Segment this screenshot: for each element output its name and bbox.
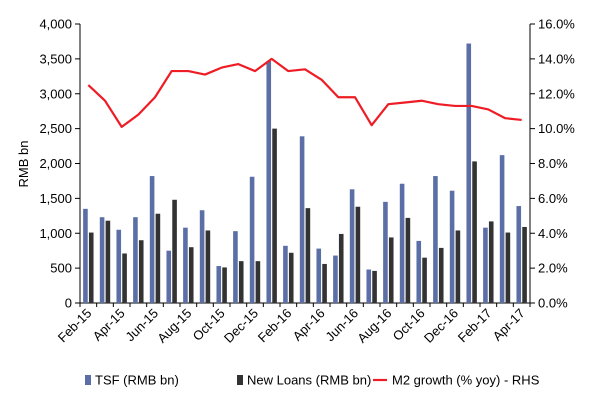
y-tick-label-right: 6.0% [538,191,568,206]
legend-label-tsf: TSF (RMB bn) [95,373,179,388]
y-tick-label-right: 0.0% [538,296,568,311]
y-tick-label-left: 4,000 [39,17,72,32]
bar-tsf [399,183,405,303]
y-tick-label-right: 14.0% [538,51,575,66]
bar-new-loans [205,230,211,303]
bar-tsf [166,250,172,303]
bar-tsf [516,206,522,303]
x-tick-label: Dec-15 [221,306,261,346]
bar-new-loans [122,253,127,303]
y-tick-label-right: 8.0% [538,156,568,171]
legend-swatch-new-loans [237,375,243,385]
bar-new-loans [405,217,411,303]
y-tick-label-right: 2.0% [538,261,568,276]
axes-layer [79,24,531,304]
y-tick-label-left: 1,500 [39,191,72,206]
bar-tsf [116,229,122,303]
x-tick-label: Feb-17 [455,306,495,346]
bar-new-loans [88,232,94,303]
x-tick-label: Oct-15 [190,306,228,344]
bar-new-loans [488,221,494,303]
bar-tsf [299,136,305,303]
bar-new-loans [422,257,427,303]
bar-new-loans [438,247,444,303]
bar-new-loans [238,261,244,303]
bar-tsf [316,248,322,303]
bar-tsf [149,176,155,303]
x-tick-label: Apr-17 [490,306,528,344]
series-line-m2 [87,57,522,128]
bar-new-loans [155,213,161,303]
y-tick-label-left: 2,500 [39,121,72,136]
x-tick-label: Aug-15 [154,306,194,346]
y-tick-label-left: 0 [65,296,72,311]
bar-tsf [333,255,338,303]
x-tick-label: Feb-16 [255,306,295,346]
x-tick-label: Jun-15 [122,306,161,345]
bar-tsf [366,269,372,303]
bar-tsf [233,231,238,303]
legend-label-m2: M2 growth (% yoy) - RHS [392,373,540,388]
bar-new-loans [105,220,111,303]
x-tick-label: Feb-15 [55,306,95,346]
y-tick-label-left: 3,000 [39,86,72,101]
bar-tsf [416,240,422,303]
bar-tsf [449,190,455,303]
legend: TSF (RMB bn) New Loans (RMB bn) M2 growth … [85,373,540,388]
bar-tsf [216,266,222,303]
bar-tsf [283,245,288,303]
bar-tsf [99,217,105,303]
x-tick-label: Dec-16 [421,306,461,346]
x-tick-label: Apr-16 [290,306,328,344]
bar-new-loans [255,261,261,303]
bar-tsf [349,189,355,303]
y-tick-label-right: 4.0% [538,226,568,241]
bar-tsf [499,155,505,303]
bar-new-loans [372,270,377,303]
x-tick-label: Aug-16 [354,306,394,346]
y-tick-label-left: 2,000 [39,156,72,171]
y-tick-label-right: 16.0% [538,17,575,32]
bar-new-loans [522,226,527,303]
line-layer [87,57,522,128]
bar-new-loans [388,237,394,303]
x-tick-label: Apr-15 [90,306,128,344]
bar-new-loans [505,232,511,303]
bar-new-loans [338,233,344,303]
bar-new-loans [288,252,294,303]
bar-new-loans [472,161,477,303]
legend-swatch-tsf [85,375,91,385]
bar-tsf [133,217,138,303]
x-tick-label: Jun-16 [322,306,361,345]
y-tick-label-left: 500 [50,261,72,276]
x-tick-label: Oct-16 [390,306,428,344]
y-axis-label-left: RMB bn [16,141,31,188]
bar-new-loans [172,199,177,303]
bar-tsf [383,201,388,303]
bar-tsf [83,208,88,303]
bar-new-loans [305,208,311,303]
legend-label-new-loans: New Loans (RMB bn) [247,373,371,388]
bar-tsf [483,227,488,303]
bar-new-loans [322,263,327,303]
bar-tsf [183,227,188,303]
bar-new-loans [272,128,277,303]
bars-layer [83,43,527,303]
bar-new-loans [188,247,194,303]
y-tick-label-right: 12.0% [538,86,575,101]
bar-new-loans [455,230,461,303]
bar-tsf [266,60,272,303]
bar-tsf [199,210,205,303]
y-tick-label-left: 1,000 [39,226,72,241]
bar-tsf [466,43,472,303]
y-tick-label-left: 3,500 [39,51,72,66]
bar-new-loans [355,206,361,303]
bar-new-loans [222,267,227,303]
bar-tsf [249,176,255,303]
y-tick-label-right: 10.0% [538,121,575,136]
bar-tsf [433,176,438,303]
bar-new-loans [138,240,144,303]
